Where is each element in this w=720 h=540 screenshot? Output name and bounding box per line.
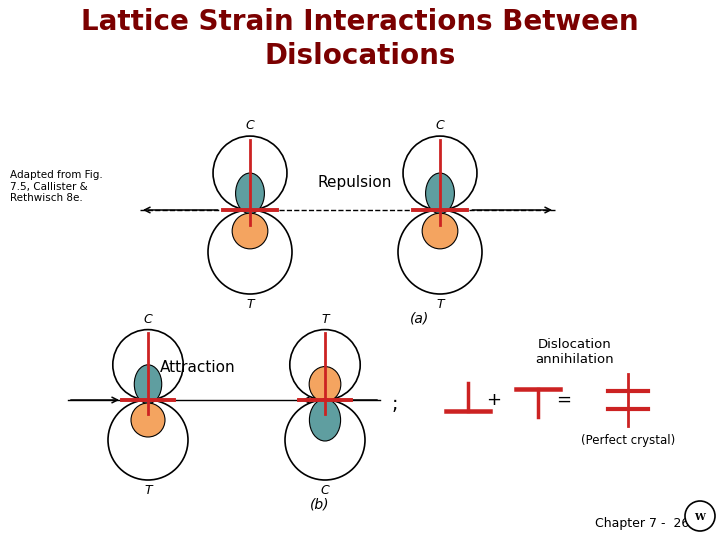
Text: C: C: [436, 119, 444, 132]
Text: C: C: [320, 484, 329, 497]
Ellipse shape: [309, 367, 341, 402]
Circle shape: [108, 400, 188, 480]
Circle shape: [208, 210, 292, 294]
Circle shape: [213, 136, 287, 210]
Ellipse shape: [310, 399, 341, 441]
Text: W: W: [695, 512, 706, 522]
Text: (a): (a): [410, 312, 430, 326]
Text: Lattice Strain Interactions Between: Lattice Strain Interactions Between: [81, 8, 639, 36]
Circle shape: [398, 210, 482, 294]
Text: T: T: [436, 298, 444, 311]
Text: Attraction: Attraction: [160, 361, 236, 375]
Text: (b): (b): [310, 498, 330, 512]
Text: Chapter 7 -  26: Chapter 7 - 26: [595, 517, 689, 530]
Circle shape: [285, 400, 365, 480]
Text: T: T: [144, 484, 152, 497]
Text: Dislocations: Dislocations: [264, 42, 456, 70]
Ellipse shape: [134, 365, 162, 403]
Text: (Perfect crystal): (Perfect crystal): [581, 434, 675, 447]
Ellipse shape: [235, 173, 264, 214]
Text: T: T: [246, 298, 254, 311]
Ellipse shape: [131, 403, 165, 437]
Text: C: C: [143, 313, 153, 326]
Circle shape: [289, 329, 360, 400]
Text: T: T: [321, 313, 329, 326]
Ellipse shape: [426, 173, 454, 214]
Text: ;: ;: [392, 395, 398, 415]
Text: Repulsion: Repulsion: [318, 174, 392, 190]
Text: =: =: [557, 391, 572, 409]
Text: C: C: [246, 119, 254, 132]
Text: Dislocation
annihilation: Dislocation annihilation: [536, 338, 614, 366]
Circle shape: [685, 501, 715, 531]
Text: +: +: [487, 391, 502, 409]
Ellipse shape: [232, 213, 268, 249]
Circle shape: [113, 329, 183, 400]
Text: Adapted from Fig.
7.5, Callister &
Rethwisch 8e.: Adapted from Fig. 7.5, Callister & Rethw…: [10, 170, 103, 203]
Ellipse shape: [422, 213, 458, 249]
Circle shape: [403, 136, 477, 210]
